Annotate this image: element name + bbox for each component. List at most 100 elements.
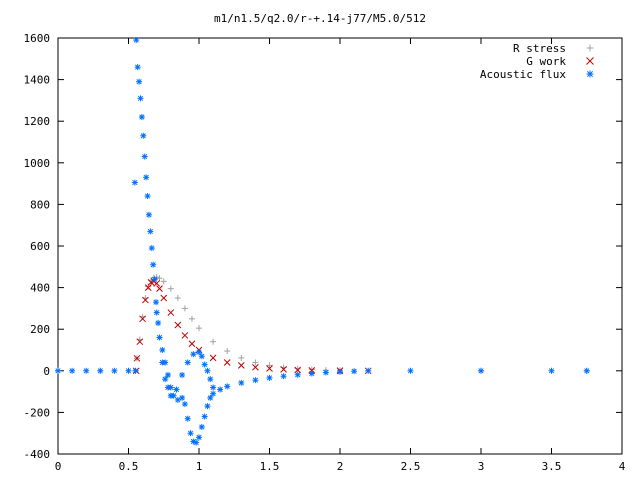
data-point — [294, 365, 301, 372]
data-point — [141, 153, 148, 160]
data-point — [198, 423, 205, 430]
data-point — [224, 383, 231, 390]
x-tick-label: 1.5 — [260, 460, 280, 473]
data-point — [207, 394, 214, 401]
y-tick-label: 600 — [30, 240, 50, 253]
data-point — [223, 359, 231, 366]
data-point — [132, 367, 139, 374]
x-tick-label: 0 — [55, 460, 62, 473]
data-point — [167, 309, 175, 316]
data-point — [184, 415, 191, 422]
data-point — [210, 384, 217, 391]
legend-marker — [586, 70, 594, 78]
data-point — [55, 367, 61, 374]
data-point — [174, 321, 182, 329]
y-tick-label: 200 — [30, 323, 50, 336]
data-point — [188, 340, 196, 348]
data-point — [174, 396, 181, 403]
data-point — [187, 430, 194, 437]
data-point — [224, 348, 231, 355]
series-g-work — [132, 278, 372, 375]
data-point — [181, 305, 188, 312]
data-point — [201, 413, 208, 420]
data-point — [156, 334, 163, 341]
data-point — [407, 367, 414, 374]
legend-label: Acoustic flux — [480, 68, 566, 81]
data-point — [209, 354, 217, 362]
data-point — [207, 376, 214, 383]
data-point — [351, 368, 358, 375]
data-point — [548, 367, 555, 374]
data-point — [136, 78, 143, 85]
data-point — [337, 368, 343, 375]
x-tick-label: 2 — [337, 460, 344, 473]
data-point — [210, 338, 217, 345]
data-point — [160, 278, 167, 285]
data-point — [238, 379, 245, 386]
data-point — [69, 367, 76, 374]
data-point — [280, 365, 287, 373]
data-point — [164, 371, 171, 378]
data-point — [252, 363, 259, 371]
data-point — [198, 353, 205, 360]
data-point — [294, 371, 301, 378]
data-point — [145, 283, 152, 290]
data-point — [136, 338, 144, 346]
y-tick-label: 800 — [30, 198, 50, 211]
data-point — [204, 403, 211, 410]
x-tick-label: 2.5 — [401, 460, 421, 473]
data-point — [238, 354, 245, 361]
data-point — [144, 284, 152, 291]
series-r-stress — [55, 274, 590, 374]
x-tick-label: 3 — [478, 460, 485, 473]
data-point — [145, 211, 152, 218]
data-point — [266, 365, 273, 372]
data-point — [140, 132, 147, 139]
data-point — [308, 370, 315, 377]
data-point — [153, 309, 160, 316]
data-point — [174, 295, 181, 301]
data-point — [133, 354, 141, 362]
data-point — [190, 351, 197, 358]
data-point — [217, 386, 224, 393]
data-point — [133, 37, 140, 44]
data-point — [193, 439, 200, 446]
data-point — [156, 285, 163, 292]
legend-marker — [586, 57, 594, 65]
legend-marker — [586, 44, 594, 52]
y-tick-label: -400 — [24, 448, 51, 461]
data-point — [179, 371, 186, 378]
data-point — [137, 95, 144, 102]
data-point — [266, 362, 273, 369]
data-point — [196, 349, 202, 356]
data-point — [167, 285, 174, 292]
y-tick-label: 1000 — [24, 157, 51, 170]
legend-label: G work — [526, 55, 566, 68]
data-point — [181, 401, 188, 408]
data-point — [159, 359, 166, 366]
data-point — [151, 276, 158, 283]
series-layer — [55, 37, 590, 446]
data-point — [159, 347, 166, 353]
data-point — [583, 367, 590, 374]
data-point — [201, 361, 208, 368]
series-acoustic-flux — [55, 37, 590, 446]
legend-label: R stress — [513, 42, 566, 55]
data-point — [188, 315, 195, 322]
data-point — [308, 367, 316, 374]
data-point — [179, 394, 186, 401]
data-point — [134, 64, 141, 71]
data-point — [181, 332, 189, 339]
x-tick-label: 1 — [196, 460, 203, 473]
data-point — [294, 366, 302, 374]
data-point — [125, 367, 132, 374]
y-tick-label: 0 — [43, 365, 50, 378]
data-point — [83, 367, 90, 374]
chart-title: m1/n1.5/q2.0/r-+.14-j77/M5.0/512 — [214, 12, 426, 25]
data-point — [131, 179, 138, 186]
data-point — [266, 374, 273, 381]
data-point — [152, 299, 159, 306]
data-point — [365, 367, 372, 374]
